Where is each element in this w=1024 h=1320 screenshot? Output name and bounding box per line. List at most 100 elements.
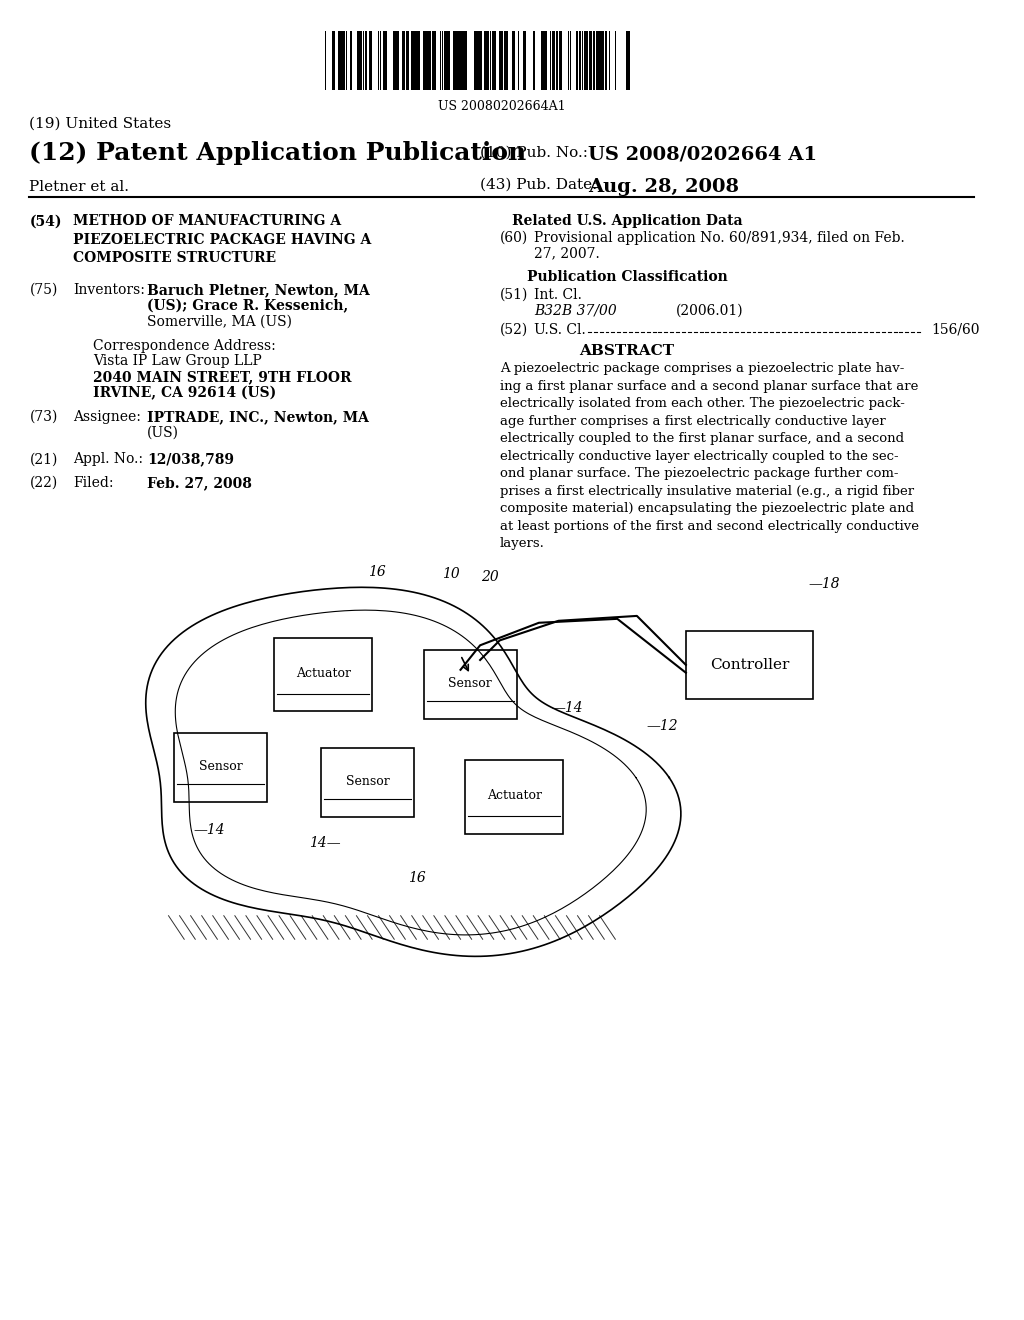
Bar [458,30,461,90]
Bar [424,651,517,719]
Text: —12: —12 [647,719,678,733]
Bar [341,30,343,90]
Bar [390,30,392,90]
Bar [453,30,456,90]
Bar [330,30,331,90]
Text: Inventors:: Inventors: [74,282,145,297]
Text: U.S. Cl.: U.S. Cl. [534,323,586,337]
Text: Sensor: Sensor [449,677,493,689]
Bar [482,30,484,90]
Text: Feb. 27, 2008: Feb. 27, 2008 [147,475,252,490]
Bar [462,30,464,90]
Text: 12/038,789: 12/038,789 [147,453,233,466]
Text: IPTRADE, INC., Newton, MA: IPTRADE, INC., Newton, MA [147,411,369,424]
Text: Actuator: Actuator [486,789,542,803]
Text: Aug. 28, 2008: Aug. 28, 2008 [588,178,739,195]
Bar [398,30,401,90]
Bar [538,30,541,90]
Bar [335,30,338,90]
Bar [496,30,499,90]
Text: (60): (60) [500,231,528,244]
Bar [584,30,586,90]
Text: 156/60: 156/60 [931,323,979,337]
Bar [469,30,472,90]
Bar [466,760,563,834]
Bar [519,30,522,90]
Text: (2006.01): (2006.01) [676,304,743,317]
Text: Pletner et al.: Pletner et al. [30,180,129,194]
Text: Somerville, MA (US): Somerville, MA (US) [147,315,292,329]
Bar [366,30,368,90]
Text: (52): (52) [500,323,528,337]
Bar [274,638,373,711]
Bar [357,30,360,90]
Bar [562,30,565,90]
Text: (US); Grace R. Kessenich,: (US); Grace R. Kessenich, [147,300,348,314]
Bar [515,30,517,90]
Bar [559,30,561,90]
Bar [375,30,378,90]
Text: (54): (54) [30,214,61,228]
Bar [445,30,449,90]
Bar [409,30,411,90]
Text: Sensor: Sensor [345,775,389,788]
Bar [450,30,453,90]
Bar [580,30,581,90]
Bar [436,30,439,90]
Bar [411,30,413,90]
Text: B32B 37/00: B32B 37/00 [534,304,616,317]
Text: Correspondence Address:: Correspondence Address: [93,339,275,352]
Bar [605,30,607,90]
Bar [321,748,414,817]
Text: 27, 2007.: 27, 2007. [534,247,600,260]
Text: 20: 20 [481,570,499,583]
Bar [617,30,621,90]
Text: —14: —14 [194,822,224,837]
Bar [428,30,431,90]
Bar [433,30,436,90]
Text: 16: 16 [369,565,386,579]
Text: Baruch Pletner, Newton, MA: Baruch Pletner, Newton, MA [147,282,370,297]
Bar [542,30,545,90]
Bar [552,30,555,90]
Bar [388,30,390,90]
Bar [596,30,599,90]
Text: (US): (US) [147,426,179,440]
Bar [393,30,396,90]
Bar [396,30,398,90]
Text: Provisional application No. 60/891,934, filed on Feb.: Provisional application No. 60/891,934, … [534,231,905,244]
Bar [506,30,508,90]
Text: (43) Pub. Date:: (43) Pub. Date: [480,178,597,191]
Bar [512,30,515,90]
Bar [486,30,488,90]
Text: —18: —18 [808,577,840,591]
Bar [348,30,350,90]
Bar [511,30,512,90]
Bar [599,30,601,90]
Text: Appl. No.:: Appl. No.: [74,453,143,466]
Text: 10: 10 [441,566,460,581]
Bar [548,30,550,90]
Bar [384,30,387,90]
Bar [374,30,375,90]
Text: (10) Pub. No.:: (10) Pub. No.: [480,145,588,160]
Text: ABSTRACT: ABSTRACT [580,345,675,359]
Text: 2040 MAIN STREET, 9TH FLOOR: 2040 MAIN STREET, 9TH FLOOR [93,370,351,384]
Text: Publication Classification: Publication Classification [526,271,727,284]
Text: METHOD OF MANUFACTURING A
PIEZOELECTRIC PACKAGE HAVING A
COMPOSITE STRUCTURE: METHOD OF MANUFACTURING A PIEZOELECTRIC … [74,214,372,265]
Bar [421,30,423,90]
Text: Int. Cl.: Int. Cl. [534,288,582,302]
Text: US 20080202664A1: US 20080202664A1 [438,99,565,112]
Text: US 2008/0202664 A1: US 2008/0202664 A1 [588,145,817,164]
Bar [332,30,335,90]
Bar [526,30,529,90]
Bar [509,30,511,90]
Bar [565,30,568,90]
Bar [611,30,613,90]
Text: 16: 16 [408,871,425,884]
Text: Filed:: Filed: [74,475,114,490]
Bar [413,30,416,90]
Text: Actuator: Actuator [296,667,351,680]
Bar [338,30,341,90]
Text: Controller: Controller [710,657,790,672]
